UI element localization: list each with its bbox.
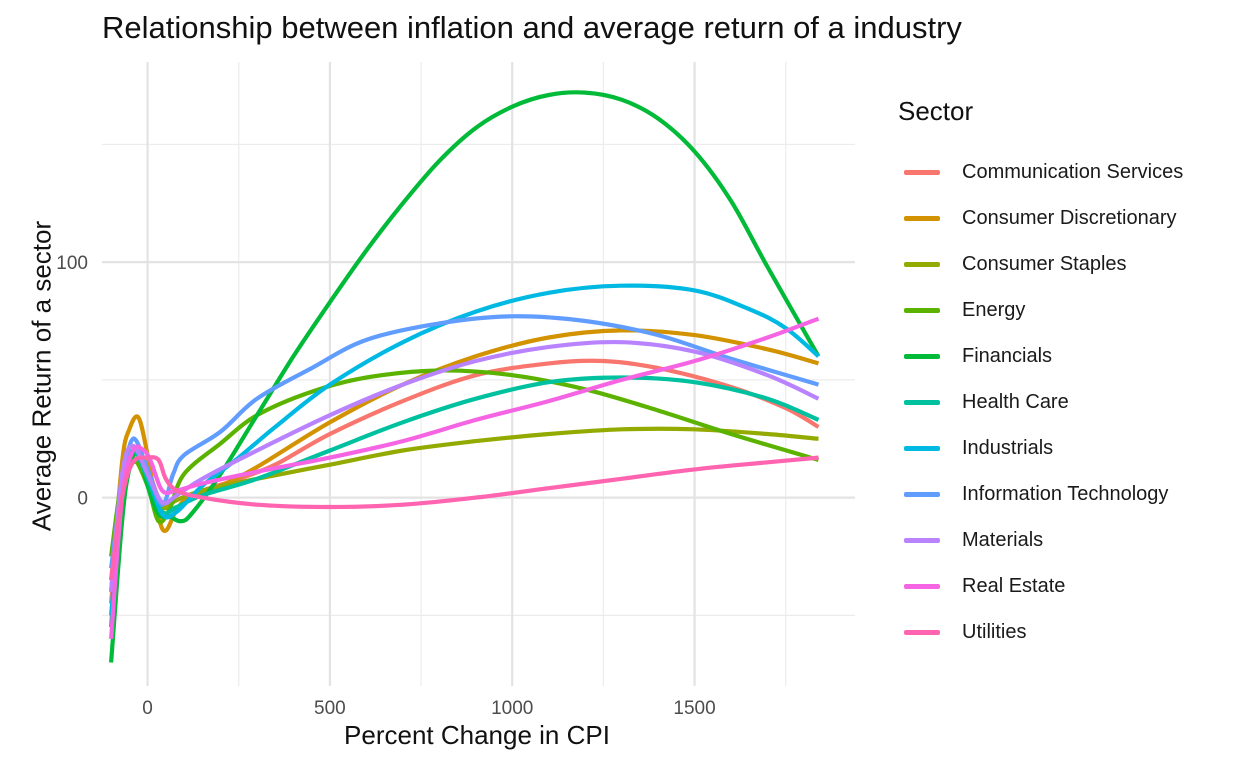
- legend-label: Materials: [962, 528, 1044, 551]
- legend-label: Industrials: [962, 436, 1054, 459]
- legend-label: Communication Services: [962, 160, 1184, 183]
- x-tick-label: 1000: [491, 698, 533, 719]
- y-tick-label: 0: [77, 489, 88, 510]
- series-lines: [109, 90, 821, 663]
- x-tick-label: 0: [142, 698, 153, 719]
- series-line-energy: [109, 368, 820, 557]
- series-line-consumer-staples: [109, 426, 819, 581]
- legend-label: Health Care: [962, 390, 1069, 413]
- x-tick-label: 500: [314, 698, 346, 719]
- legend-item-consumer-staples: Consumer Staples: [898, 241, 1183, 287]
- legend-item-financials: Financials: [898, 333, 1183, 379]
- legend-key-swatch: [904, 491, 940, 497]
- legend-items: Communication Services Consumer Discretio…: [898, 149, 1183, 655]
- series-line-materials: [109, 339, 820, 592]
- series-line-health-care: [109, 375, 820, 628]
- legend-key-swatch: [904, 215, 940, 221]
- legend-label: Consumer Discretionary: [962, 206, 1177, 229]
- series-line-industrials: [109, 283, 820, 616]
- tick-labels: 0 500 1000 1500 0 100: [56, 253, 715, 719]
- series-line-utilities: [109, 455, 819, 581]
- y-tick-label: 100: [56, 253, 88, 274]
- legend-item-real-estate: Real Estate: [898, 563, 1183, 609]
- legend-key-swatch: [904, 399, 940, 405]
- legend-item-information-technology: Information Technology: [898, 471, 1183, 517]
- legend-key-swatch: [904, 169, 940, 175]
- legend: Sector Communication Services Consumer Di…: [898, 96, 1183, 655]
- legend-label: Energy: [962, 298, 1026, 321]
- legend-item-communication-services: Communication Services: [898, 149, 1183, 195]
- legend-label: Information Technology: [962, 482, 1169, 505]
- series-line-financials: [109, 90, 821, 663]
- legend-label: Financials: [962, 344, 1053, 367]
- legend-label: Consumer Staples: [962, 252, 1127, 275]
- series-line-real-estate: [109, 316, 820, 640]
- legend-label: Real Estate: [962, 574, 1066, 597]
- legend-title: Sector: [898, 96, 974, 126]
- legend-item-utilities: Utilities: [898, 609, 1183, 655]
- legend-key-swatch: [904, 307, 940, 313]
- legend-key-swatch: [904, 583, 940, 589]
- legend-item-health-care: Health Care: [898, 379, 1183, 425]
- legend-key-swatch: [904, 537, 940, 543]
- legend-item-materials: Materials: [898, 517, 1183, 563]
- legend-item-consumer-discretionary: Consumer Discretionary: [898, 195, 1183, 241]
- x-tick-label: 1500: [673, 698, 715, 719]
- legend-key-swatch: [904, 629, 940, 635]
- chart-title: Relationship between inflation and avera…: [102, 10, 962, 45]
- legend-item-industrials: Industrials: [898, 425, 1183, 471]
- legend-item-energy: Energy: [898, 287, 1183, 333]
- x-axis-label: Percent Change in CPI: [344, 720, 610, 750]
- legend-key-swatch: [904, 445, 940, 451]
- legend-key-swatch: [904, 353, 940, 359]
- legend-label: Utilities: [962, 620, 1027, 643]
- y-axis-label: Average Return of a sector: [26, 220, 57, 532]
- series-line-information-technology: [109, 314, 820, 569]
- legend-key-swatch: [904, 261, 940, 267]
